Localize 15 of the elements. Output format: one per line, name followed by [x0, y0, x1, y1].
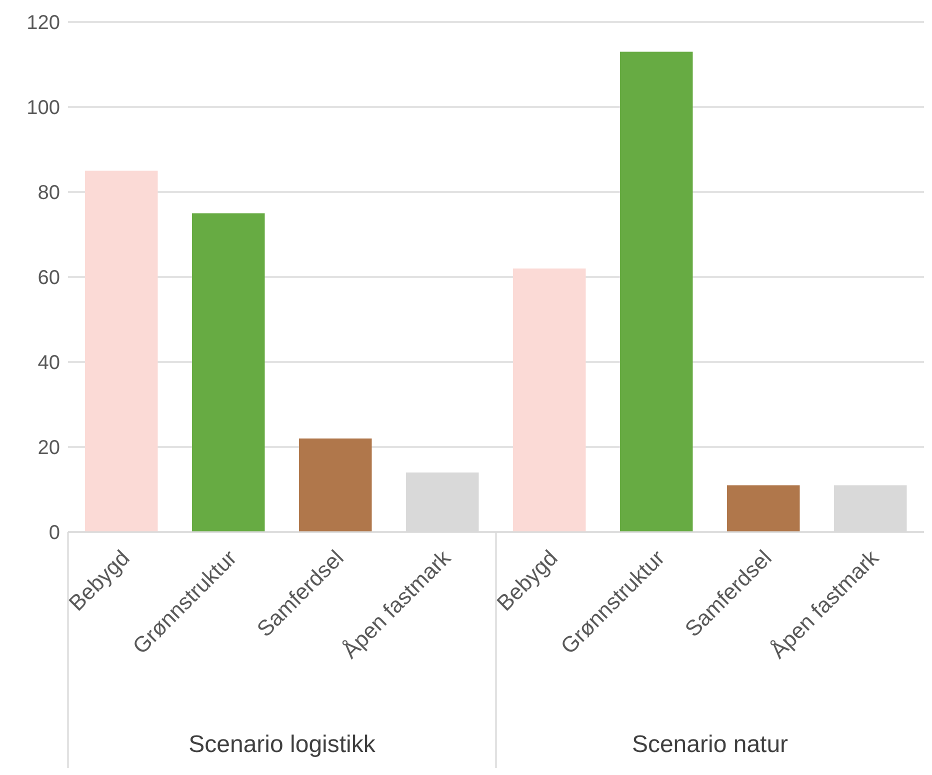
bar — [192, 213, 265, 532]
bar — [513, 268, 586, 532]
y-tick-label: 100 — [26, 97, 60, 120]
y-tick-label: 80 — [38, 182, 60, 204]
y-tick-label: 120 — [26, 12, 60, 34]
bar — [620, 52, 693, 532]
bar — [85, 170, 158, 532]
bar — [727, 485, 800, 532]
text: Scenario natur — [632, 731, 788, 758]
y-tick-label: 60 — [38, 267, 60, 290]
y-tick-label: 40 — [38, 352, 60, 374]
y-tick-label: 0 — [48, 522, 60, 544]
y-tick-label: 20 — [38, 437, 60, 460]
bar — [299, 438, 372, 532]
text: Scenario logistikk — [188, 731, 376, 758]
